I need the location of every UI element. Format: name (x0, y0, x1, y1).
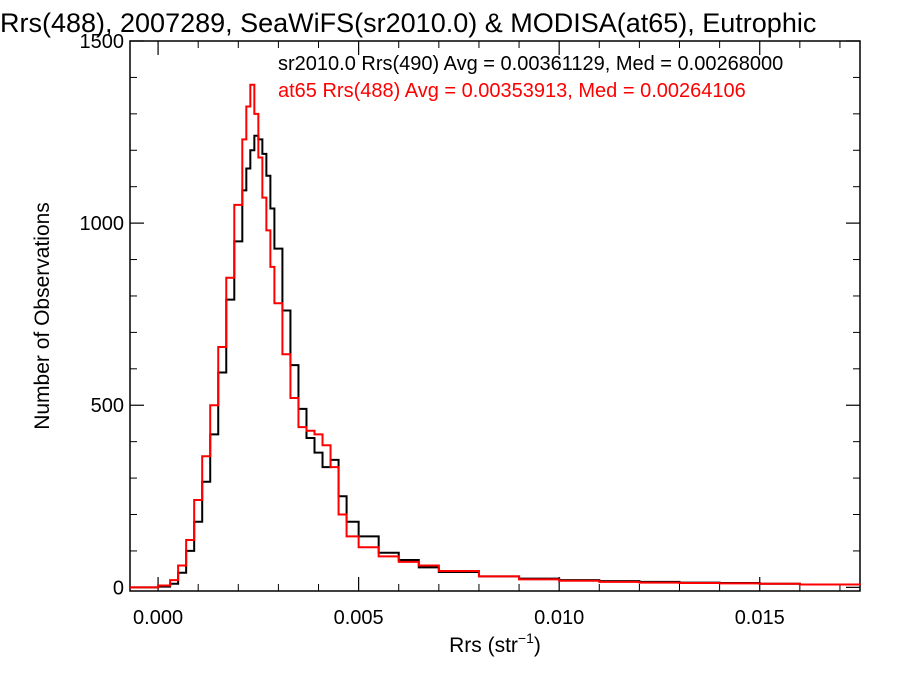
x-tick-label: 0.000 (133, 607, 183, 629)
series-group (130, 83, 861, 589)
y-axis: 0 500 1000 1500 (80, 31, 860, 599)
y-tick-label: 1000 (80, 213, 125, 235)
x-tick-label: 0.010 (534, 607, 584, 629)
x-axis-label-exponent: −1 (518, 630, 534, 646)
x-axis: 0.000 0.005 0.010 0.015 (133, 41, 841, 629)
x-tick-label: 0.005 (334, 607, 384, 629)
x-axis-label-main: Rrs (str (449, 634, 518, 657)
x-tick-label: 0.015 (735, 607, 785, 629)
series-red-histogram (130, 83, 861, 589)
chart-title: Rrs(488), 2007289, SeaWiFS(sr2010.0) & M… (0, 8, 816, 38)
legend-entry-red: at65 Rrs(488) Avg = 0.00353913, Med = 0.… (278, 80, 746, 102)
legend-entry-black: sr2010.0 Rrs(490) Avg = 0.00361129, Med … (278, 53, 783, 75)
y-tick-label: 500 (91, 395, 124, 417)
x-axis-label: Rrs (str−1) (449, 630, 541, 657)
y-tick-label: 1500 (80, 31, 125, 53)
y-axis-label: Number of Observations (31, 202, 54, 430)
x-axis-label-close: ) (534, 634, 541, 657)
plot-frame (129, 40, 861, 592)
series-black-histogram (130, 134, 861, 589)
y-tick-label: 0 (113, 577, 124, 599)
